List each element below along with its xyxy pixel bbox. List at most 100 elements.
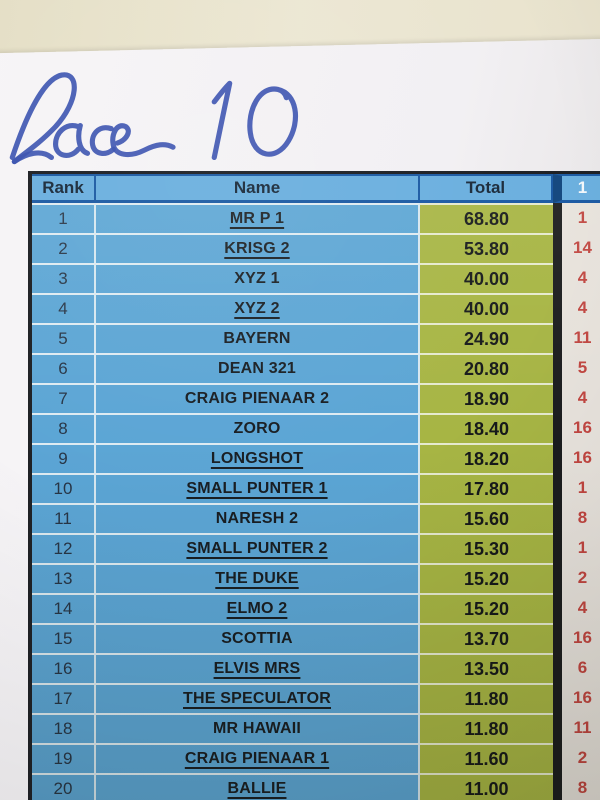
points-cell: 16 <box>553 683 600 713</box>
total-cell: 53.80 <box>420 233 553 263</box>
points-cell: 16 <box>553 413 600 443</box>
column-header-points: 1 <box>553 174 600 203</box>
name-cell: LONGSHOT <box>96 443 420 473</box>
name-cell: MR P 1 <box>96 203 420 233</box>
rank-cell: 9 <box>32 443 96 473</box>
name-cell: MR HAWAII <box>96 713 420 743</box>
total-cell: 20.80 <box>420 353 553 383</box>
table-row: 6 DEAN 321 20.80 5 <box>32 353 600 383</box>
handwritten-race-title: Race 10 <box>2 62 342 187</box>
total-cell: 17.80 <box>420 473 553 503</box>
points-cell: 2 <box>553 563 600 593</box>
points-cell: 1 <box>553 473 600 503</box>
rank-cell: 20 <box>32 773 96 800</box>
points-cell: 1 <box>553 533 600 563</box>
handwriting-ink-icon <box>9 72 298 165</box>
rank-cell: 4 <box>32 293 96 323</box>
name-cell: CRAIG PIENAAR 2 <box>96 383 420 413</box>
table-row: 12 SMALL PUNTER 2 15.30 1 <box>32 533 600 563</box>
rank-cell: 16 <box>32 653 96 683</box>
rank-cell: 13 <box>32 563 96 593</box>
rank-cell: 1 <box>32 203 96 233</box>
table-row: 4 XYZ 2 40.00 4 <box>32 293 600 323</box>
rank-cell: 3 <box>32 263 96 293</box>
points-cell: 16 <box>553 443 600 473</box>
total-cell: 24.90 <box>420 323 553 353</box>
name-cell: THE SPECULATOR <box>96 683 420 713</box>
column-header-total: Total <box>420 174 553 203</box>
name-cell: THE DUKE <box>96 563 420 593</box>
total-cell: 18.20 <box>420 443 553 473</box>
name-cell: BALLIE <box>96 773 420 800</box>
points-cell: 8 <box>553 503 600 533</box>
column-header-name: Name <box>96 174 420 203</box>
points-cell: 4 <box>553 263 600 293</box>
table-row: 2 KRISG 2 53.80 14 <box>32 233 600 263</box>
points-cell: 4 <box>553 293 600 323</box>
name-cell: ELVIS MRS <box>96 653 420 683</box>
name-cell: NARESH 2 <box>96 503 420 533</box>
rank-cell: 19 <box>32 743 96 773</box>
table-row: 14 ELMO 2 15.20 4 <box>32 593 600 623</box>
table-row: 19 CRAIG PIENAAR 1 11.60 2 <box>32 743 600 773</box>
name-cell: SCOTTIA <box>96 623 420 653</box>
points-cell: 14 <box>553 233 600 263</box>
table-row: 15 SCOTTIA 13.70 16 <box>32 623 600 653</box>
total-cell: 11.60 <box>420 743 553 773</box>
total-cell: 18.90 <box>420 383 553 413</box>
rank-cell: 8 <box>32 413 96 443</box>
points-cell: 4 <box>553 383 600 413</box>
total-cell: 18.40 <box>420 413 553 443</box>
table-row: 13 THE DUKE 15.20 2 <box>32 563 600 593</box>
name-cell: ZORO <box>96 413 420 443</box>
name-cell: DEAN 321 <box>96 353 420 383</box>
table-row: 7 CRAIG PIENAAR 2 18.90 4 <box>32 383 600 413</box>
rank-cell: 7 <box>32 383 96 413</box>
leaderboard-table: Rank Name Total 1 1 MR P 1 68.80 1 2 KRI… <box>28 171 600 800</box>
total-cell: 11.80 <box>420 683 553 713</box>
rank-cell: 17 <box>32 683 96 713</box>
points-cell: 5 <box>553 353 600 383</box>
name-cell: SMALL PUNTER 2 <box>96 533 420 563</box>
rank-cell: 5 <box>32 323 96 353</box>
rank-cell: 18 <box>32 713 96 743</box>
name-cell: XYZ 2 <box>96 293 420 323</box>
name-cell: XYZ 1 <box>96 263 420 293</box>
table-row: 20 BALLIE 11.00 8 <box>32 773 600 800</box>
total-cell: 13.50 <box>420 653 553 683</box>
name-cell: CRAIG PIENAAR 1 <box>96 743 420 773</box>
rank-cell: 11 <box>32 503 96 533</box>
total-cell: 13.70 <box>420 623 553 653</box>
rank-cell: 6 <box>32 353 96 383</box>
rank-cell: 2 <box>32 233 96 263</box>
points-cell: 4 <box>553 593 600 623</box>
total-cell: 11.80 <box>420 713 553 743</box>
points-cell: 11 <box>553 713 600 743</box>
total-cell: 15.20 <box>420 593 553 623</box>
table-row: 10 SMALL PUNTER 1 17.80 1 <box>32 473 600 503</box>
total-cell: 40.00 <box>420 293 553 323</box>
column-header-rank: Rank <box>32 174 96 203</box>
table-row: 18 MR HAWAII 11.80 11 <box>32 713 600 743</box>
rank-cell: 12 <box>32 533 96 563</box>
points-cell: 1 <box>553 203 600 233</box>
points-cell: 16 <box>553 623 600 653</box>
table-row: 17 THE SPECULATOR 11.80 16 <box>32 683 600 713</box>
name-cell: BAYERN <box>96 323 420 353</box>
table-row: 1 MR P 1 68.80 1 <box>32 203 600 233</box>
points-cell: 6 <box>553 653 600 683</box>
total-cell: 40.00 <box>420 263 553 293</box>
total-cell: 15.20 <box>420 563 553 593</box>
table-row: 9 LONGSHOT 18.20 16 <box>32 443 600 473</box>
table-row: 11 NARESH 2 15.60 8 <box>32 503 600 533</box>
name-cell: ELMO 2 <box>96 593 420 623</box>
total-cell: 68.80 <box>420 203 553 233</box>
points-cell: 2 <box>553 743 600 773</box>
total-cell: 15.60 <box>420 503 553 533</box>
points-cell: 8 <box>553 773 600 800</box>
rank-cell: 15 <box>32 623 96 653</box>
table-row: 8 ZORO 18.40 16 <box>32 413 600 443</box>
total-cell: 15.30 <box>420 533 553 563</box>
rank-cell: 14 <box>32 593 96 623</box>
